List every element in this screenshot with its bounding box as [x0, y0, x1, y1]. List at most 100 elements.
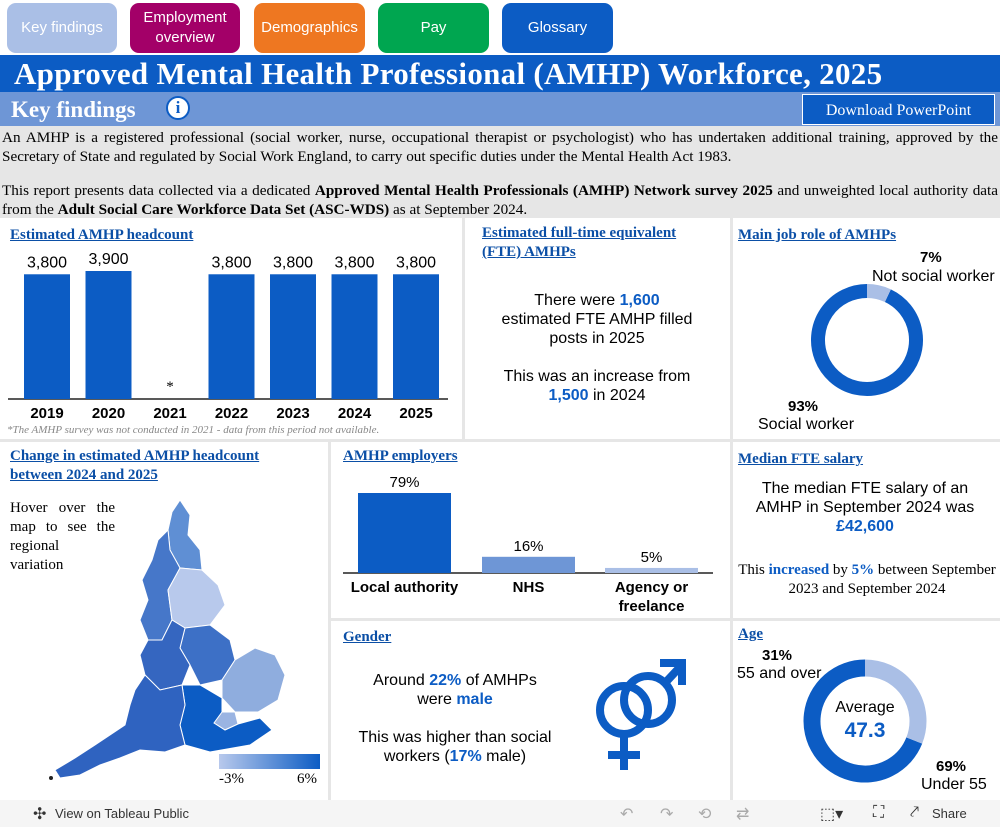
map-region-west-midlands[interactable] — [139, 619, 191, 691]
tab-demographics[interactable]: Demographics — [254, 3, 365, 53]
headcount-missing-marker: * — [166, 379, 174, 395]
salary-text: by — [829, 562, 852, 578]
redo-icon[interactable]: ↷ — [660, 806, 674, 823]
download-icon[interactable]: ⬚▾ — [820, 806, 844, 823]
headcount-value-label: 3,800 — [211, 254, 251, 271]
tab-key-findings[interactable]: Key findings — [7, 3, 117, 53]
employers-value-label: 16% — [513, 538, 543, 555]
employers-value-label: 79% — [389, 474, 419, 491]
salary-text: The median FTE salary of an AMHP in Sept… — [755, 480, 975, 516]
map-region-south-west[interactable] — [54, 674, 186, 779]
tab-pay[interactable]: Pay — [378, 3, 489, 53]
employers-title[interactable]: AMHP employers — [343, 448, 458, 464]
england-region-map[interactable] — [40, 490, 290, 785]
gender-text: male) — [481, 748, 527, 765]
age-average-label: Average — [835, 699, 895, 716]
age-title[interactable]: Age — [738, 626, 763, 642]
map-legend-max: 6% — [297, 771, 317, 787]
age-big-label: Under 55 — [921, 776, 987, 793]
salary-change: This increased by 5% between September 2… — [738, 561, 996, 599]
employers-bar[interactable] — [605, 567, 698, 573]
headcount-value-label: 3,800 — [273, 254, 313, 271]
intro-box — [0, 126, 1000, 218]
gender-text: of AMHPs — [461, 672, 537, 689]
tab-employment-overview[interactable]: Employment overview — [130, 3, 240, 53]
employers-category-label: NHS — [513, 579, 545, 596]
headcount-value-label: 3,800 — [396, 254, 436, 271]
age-donut — [803, 659, 927, 783]
map-region-yorkshire[interactable] — [167, 567, 226, 629]
undo-icon[interactable]: ↶ — [620, 806, 634, 823]
headcount-bar[interactable] — [270, 274, 316, 399]
salary-title[interactable]: Median FTE salary — [738, 451, 864, 467]
view-on-tableau-link[interactable]: View on Tableau Public — [55, 806, 189, 821]
salary-text: This — [738, 562, 769, 578]
age-big-pct: 69% — [936, 758, 967, 775]
headcount-bar[interactable] — [24, 274, 70, 399]
map-region-east-of-england[interactable] — [221, 647, 286, 713]
donut-segment[interactable] — [811, 284, 923, 396]
info-icon[interactable]: i — [166, 96, 190, 120]
gender-title[interactable]: Gender — [343, 629, 392, 645]
headcount-bar[interactable] — [331, 274, 378, 399]
salary-value: £42,600 — [836, 518, 894, 535]
headcount-footnote: *The AMHP survey was not conducted in 20… — [7, 424, 380, 436]
gender-text: workers ( — [383, 748, 450, 765]
fte-previous-value: 1,500 — [548, 387, 589, 404]
share-button[interactable]: Share — [932, 806, 967, 821]
intro-text: as at September 2024. — [389, 201, 528, 218]
donut-segment[interactable] — [803, 659, 923, 783]
map-legend-min: -3% — [219, 771, 244, 787]
job-role-title[interactable]: Main job role of AMHPs — [738, 227, 897, 243]
intro-paragraph-2: This report presents data collected via … — [2, 181, 998, 219]
employers-bar[interactable] — [358, 493, 451, 573]
fte-text: There were — [534, 292, 620, 309]
intro-paragraph-1: An AMHP is a registered professional (so… — [2, 129, 998, 165]
age-small-pct: 31% — [762, 647, 793, 664]
fte-text: estimated FTE AMHP filled — [501, 311, 693, 328]
intro-text: This report presents data collected via … — [2, 182, 315, 199]
fte-text: posts in 2025 — [549, 330, 645, 347]
headcount-year-label: 2023 — [276, 405, 309, 422]
job-role-small-pct: 7% — [920, 249, 942, 266]
headcount-chart: 3,800 2019 3,900 2020 * 2021 3,800 2022 3,800 202… — [8, 251, 448, 422]
headcount-year-label: 2021 — [153, 405, 186, 422]
headcount-value-label: 3,900 — [88, 251, 128, 268]
social-worker-male-pct: 17% — [449, 748, 482, 765]
section-title: Key findings — [11, 97, 136, 122]
donut-segment[interactable] — [864, 659, 927, 744]
gender-text: This was higher than social — [358, 729, 552, 746]
headcount-title[interactable]: Estimated AMHP headcount — [10, 227, 194, 243]
fte-statement: There were 1,600 estimated FTE AMHP fill… — [475, 291, 719, 405]
job-role-big-label: Social worker — [758, 416, 855, 433]
refresh-icon[interactable]: ⇄ — [736, 806, 750, 823]
headcount-bar[interactable] — [208, 274, 255, 399]
tab-glossary[interactable]: Glossary — [502, 3, 613, 53]
headcount-year-label: 2024 — [338, 405, 372, 422]
download-powerpoint-button[interactable]: Download PowerPoint — [802, 94, 995, 125]
headcount-year-label: 2020 — [92, 405, 125, 422]
change-map-title[interactable]: Change in estimated AMHP headcount betwe… — [10, 448, 260, 483]
employers-category-label: Local authority — [351, 579, 459, 596]
headcount-bar[interactable] — [393, 274, 439, 399]
employers-chart: 79% Local authority 16% NHS 5% Agency or freel… — [343, 474, 713, 615]
fte-title[interactable]: Estimated full-time equivalent (FTE) AMH… — [482, 225, 677, 260]
employers-category-label: freelance — [619, 598, 685, 615]
headcount-bar[interactable] — [85, 271, 132, 399]
map-region-isles — [49, 776, 53, 780]
gender-text: were — [417, 691, 457, 708]
fte-value: 1,600 — [619, 292, 660, 309]
job-role-big-pct: 93% — [788, 398, 819, 415]
share-icon[interactable]: ⤤ — [910, 804, 920, 821]
employers-bar[interactable] — [482, 556, 575, 573]
page-title: Approved Mental Health Professional (AMH… — [0, 55, 1000, 92]
salary-increased: increased — [768, 562, 830, 578]
donut-segment[interactable] — [866, 284, 891, 303]
fte-text: This was an increase from — [503, 368, 691, 385]
job-role-small-label: Not social worker — [872, 268, 995, 285]
footer-toolbar — [0, 800, 1000, 827]
revert-icon[interactable]: ⟲ — [698, 806, 712, 823]
fullscreen-icon[interactable]: ⛶ — [873, 804, 885, 821]
map-hover-hint: Hover over the map to see the regional v… — [10, 500, 115, 573]
headcount-value-label: 3,800 — [27, 254, 67, 271]
